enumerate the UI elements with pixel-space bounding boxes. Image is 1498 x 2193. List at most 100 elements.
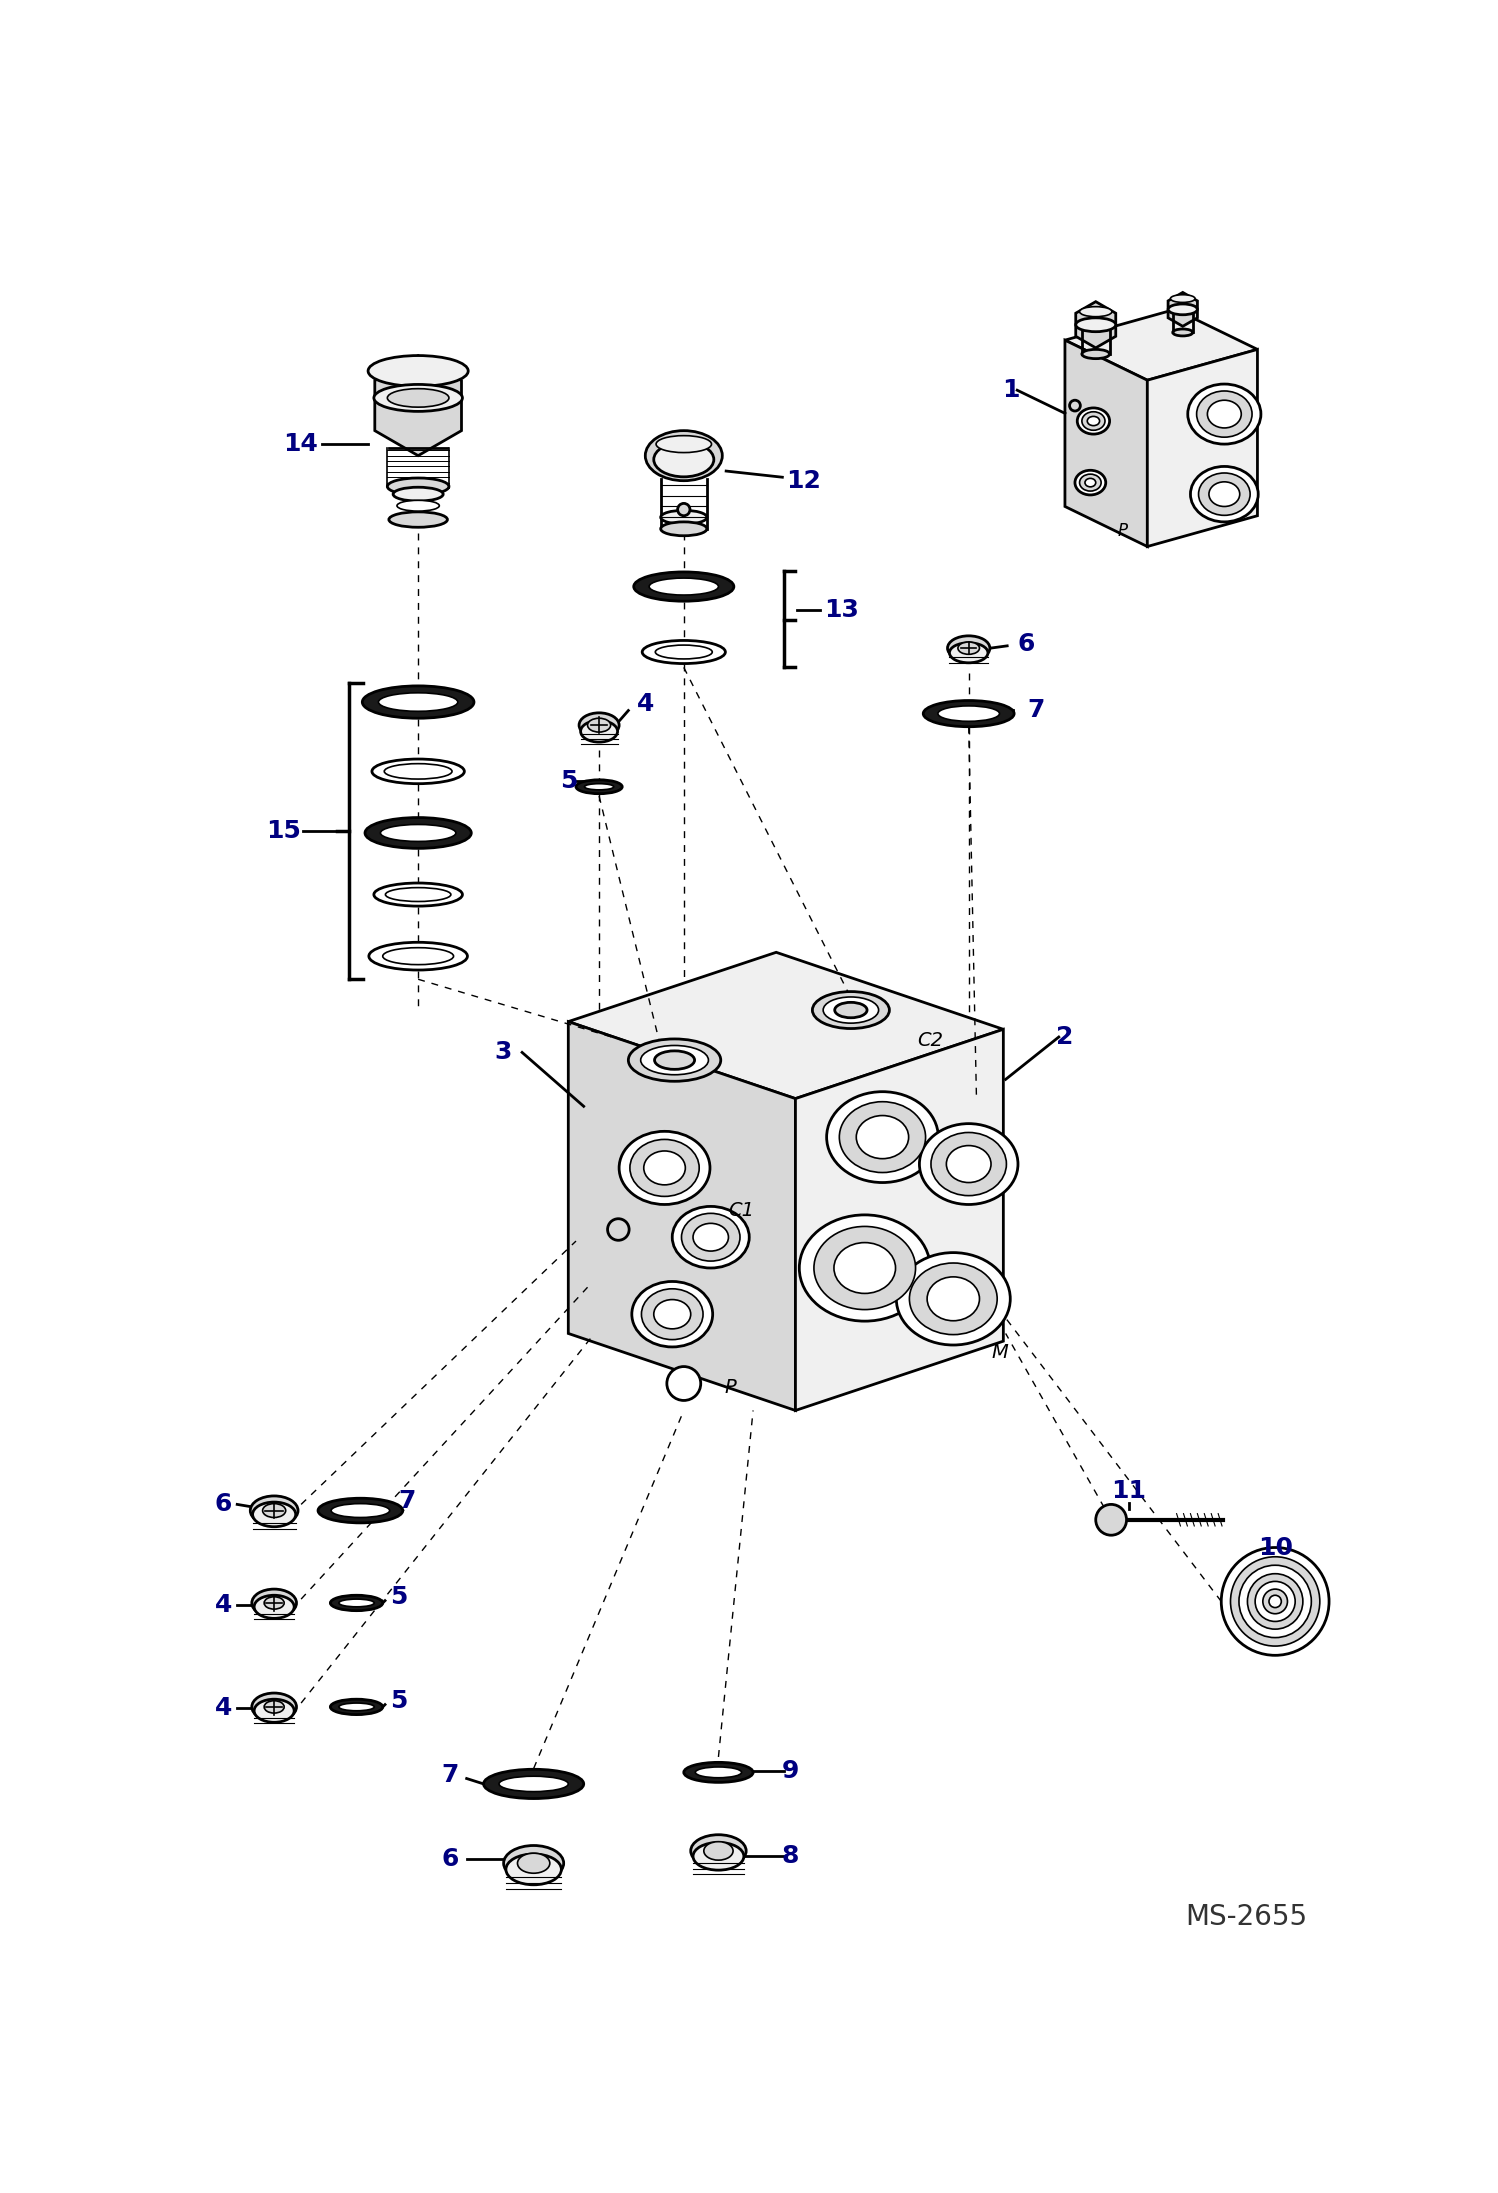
Ellipse shape	[388, 388, 449, 408]
Ellipse shape	[948, 636, 990, 660]
Ellipse shape	[1168, 305, 1197, 316]
Text: 13: 13	[824, 599, 858, 621]
Ellipse shape	[1170, 294, 1195, 303]
Ellipse shape	[1173, 329, 1192, 336]
Ellipse shape	[503, 1847, 563, 1882]
Ellipse shape	[380, 825, 455, 842]
Ellipse shape	[339, 1599, 374, 1607]
Ellipse shape	[694, 1842, 745, 1871]
Ellipse shape	[1076, 318, 1116, 331]
Text: 7: 7	[398, 1489, 415, 1513]
Ellipse shape	[661, 522, 707, 535]
Ellipse shape	[695, 1768, 742, 1779]
Text: 2: 2	[1056, 1024, 1074, 1048]
Ellipse shape	[250, 1496, 298, 1524]
Ellipse shape	[641, 1046, 709, 1075]
Text: 5: 5	[560, 768, 577, 792]
Ellipse shape	[839, 1101, 926, 1173]
Ellipse shape	[1085, 478, 1095, 487]
Ellipse shape	[619, 1132, 710, 1204]
Ellipse shape	[1088, 417, 1100, 425]
Ellipse shape	[517, 1853, 550, 1873]
Ellipse shape	[587, 719, 611, 732]
Text: P: P	[724, 1377, 736, 1397]
Circle shape	[1269, 1594, 1281, 1607]
Text: 4: 4	[214, 1697, 232, 1722]
Ellipse shape	[632, 1281, 713, 1347]
Ellipse shape	[264, 1597, 285, 1610]
Ellipse shape	[397, 500, 439, 511]
Circle shape	[1248, 1575, 1303, 1629]
Ellipse shape	[694, 1224, 728, 1250]
Ellipse shape	[264, 1702, 285, 1713]
Text: M: M	[992, 1342, 1008, 1362]
Polygon shape	[568, 1022, 795, 1410]
Text: 8: 8	[782, 1844, 798, 1868]
Text: 6: 6	[442, 1847, 460, 1871]
Circle shape	[1221, 1548, 1329, 1656]
Text: 10: 10	[1258, 1535, 1293, 1559]
Ellipse shape	[374, 884, 463, 906]
Ellipse shape	[947, 1145, 992, 1182]
Text: 6: 6	[214, 1493, 232, 1515]
Ellipse shape	[896, 1252, 1010, 1344]
Ellipse shape	[499, 1776, 568, 1792]
Text: 6: 6	[1017, 632, 1035, 656]
Ellipse shape	[366, 818, 472, 849]
Ellipse shape	[1188, 384, 1261, 445]
Ellipse shape	[385, 763, 452, 779]
Ellipse shape	[1080, 474, 1101, 491]
Ellipse shape	[369, 943, 467, 969]
Text: 5: 5	[389, 1689, 407, 1713]
Ellipse shape	[392, 487, 443, 500]
Ellipse shape	[1198, 474, 1251, 515]
Ellipse shape	[643, 640, 725, 664]
Ellipse shape	[938, 706, 999, 721]
Ellipse shape	[580, 713, 619, 737]
Circle shape	[1230, 1557, 1320, 1647]
Ellipse shape	[1076, 469, 1106, 496]
Circle shape	[1070, 399, 1080, 410]
Text: C1: C1	[728, 1202, 755, 1219]
Ellipse shape	[628, 1039, 721, 1081]
Ellipse shape	[331, 1504, 389, 1518]
Ellipse shape	[857, 1116, 909, 1158]
Ellipse shape	[649, 579, 719, 594]
Ellipse shape	[813, 1226, 915, 1309]
Ellipse shape	[388, 478, 449, 496]
Ellipse shape	[957, 643, 980, 654]
Ellipse shape	[653, 1300, 691, 1329]
Ellipse shape	[255, 1594, 294, 1618]
Circle shape	[677, 504, 691, 515]
Ellipse shape	[379, 693, 458, 711]
Ellipse shape	[812, 991, 890, 1029]
Ellipse shape	[1207, 399, 1242, 428]
Polygon shape	[1168, 292, 1197, 327]
Ellipse shape	[655, 1050, 695, 1070]
Ellipse shape	[824, 998, 879, 1024]
Ellipse shape	[1097, 1511, 1125, 1529]
Ellipse shape	[318, 1498, 403, 1522]
Ellipse shape	[1197, 390, 1252, 436]
Polygon shape	[374, 355, 461, 456]
Ellipse shape	[691, 1836, 746, 1866]
Ellipse shape	[646, 430, 722, 480]
Ellipse shape	[385, 888, 451, 901]
Polygon shape	[568, 952, 1004, 1099]
Ellipse shape	[1191, 467, 1258, 522]
Ellipse shape	[641, 1289, 703, 1340]
Ellipse shape	[634, 572, 734, 601]
Polygon shape	[1076, 303, 1116, 349]
Ellipse shape	[920, 1123, 1019, 1204]
Ellipse shape	[655, 645, 712, 658]
Text: 1: 1	[1002, 377, 1020, 401]
Ellipse shape	[262, 1504, 286, 1518]
Circle shape	[1255, 1581, 1296, 1621]
Text: 4: 4	[214, 1592, 232, 1616]
Ellipse shape	[506, 1853, 562, 1884]
Ellipse shape	[331, 1594, 382, 1610]
Ellipse shape	[800, 1215, 930, 1320]
Polygon shape	[795, 1029, 1004, 1410]
Text: MS-2655: MS-2655	[1185, 1904, 1306, 1932]
Circle shape	[1263, 1590, 1287, 1614]
